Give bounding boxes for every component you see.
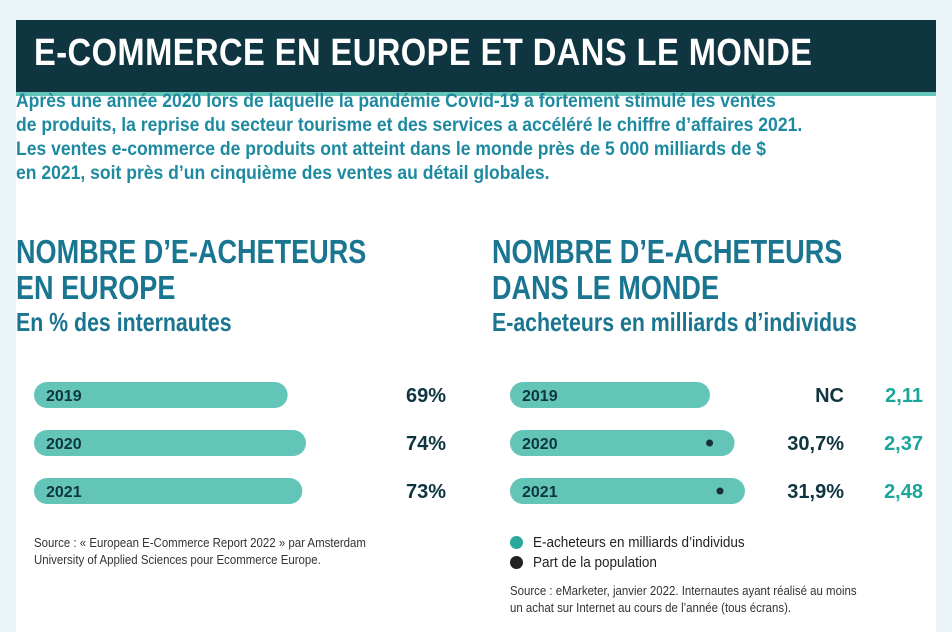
world-source: Source : eMarketer, janvier 2022. Intern… bbox=[510, 582, 857, 616]
population-share-label: NC bbox=[815, 385, 844, 407]
source-line: Source : eMarketer, janvier 2022. Intern… bbox=[510, 583, 857, 598]
legend-item: Part de la population bbox=[510, 552, 768, 572]
value-label: 74% bbox=[406, 433, 446, 455]
category-label: 2019 bbox=[522, 388, 558, 405]
legend-item: E-acheteurs en milliards d’individus bbox=[510, 532, 768, 552]
bar bbox=[510, 430, 735, 456]
europe-bar-chart: 2019 69% 2020 74% 2021 73% bbox=[34, 382, 446, 504]
bar bbox=[34, 430, 306, 456]
europe-section: NOMBRE D’E-ACHETEURS EN EUROPE En % des … bbox=[16, 234, 436, 338]
value-label: 73% bbox=[406, 481, 446, 503]
population-share-label: 30,7% bbox=[787, 433, 844, 455]
category-label: 2021 bbox=[46, 484, 82, 501]
world-section: NOMBRE D’E-ACHETEURS DANS LE MONDE E-ach… bbox=[492, 234, 912, 338]
intro-line: de produits, la reprise du secteur touri… bbox=[16, 114, 803, 136]
buyers-value-label: 2,48 bbox=[884, 481, 923, 503]
intro-line: Après une année 2020 lors de laquelle la… bbox=[16, 90, 776, 112]
category-label: 2020 bbox=[46, 436, 82, 453]
legend-label: E-acheteurs en milliards d’individus bbox=[533, 533, 745, 551]
europe-chart-title-line2: EN EUROPE bbox=[16, 269, 176, 306]
europe-chart-subtitle: En % des internautes bbox=[16, 307, 232, 337]
intro-paragraph: Après une année 2020 lors de laquelle la… bbox=[16, 89, 896, 185]
chart-legend: E-acheteurs en milliards d’individus Par… bbox=[510, 532, 768, 572]
europe-chart-title: NOMBRE D’E-ACHETEURS bbox=[16, 233, 367, 270]
page-title: E-COMMERCE EN EUROPE ET DANS LE MONDE bbox=[34, 32, 813, 74]
infographic-page: E-COMMERCE EN EUROPE ET DANS LE MONDE bbox=[16, 20, 936, 632]
source-line: Source : « European E-Commerce Report 20… bbox=[34, 535, 366, 550]
intro-line: Les ventes e-commerce de produits ont at… bbox=[16, 138, 767, 160]
source-line: un achat sur Internet au cours de l’anné… bbox=[510, 600, 792, 615]
world-chart-subtitle: E-acheteurs en milliards d’individus bbox=[492, 307, 857, 337]
buyers-value-label: 2,37 bbox=[884, 433, 923, 455]
world-chart-title-line2: DANS LE MONDE bbox=[492, 269, 720, 306]
buyers-value-label: 2,11 bbox=[885, 385, 923, 407]
value-label: 69% bbox=[406, 385, 446, 407]
world-bar-chart: 2019 NC 2,11 2020 30,7% 2,37 2021 31,9% 2,48 bbox=[510, 382, 923, 504]
population-share-marker bbox=[706, 439, 714, 447]
bar bbox=[510, 382, 710, 408]
europe-source: Source : « European E-Commerce Report 20… bbox=[34, 534, 366, 568]
legend-teal-dot-icon bbox=[510, 535, 523, 549]
bar bbox=[34, 478, 303, 504]
category-label: 2021 bbox=[522, 484, 558, 501]
population-share-label: 31,9% bbox=[787, 481, 844, 503]
bar bbox=[510, 478, 745, 504]
population-share-marker bbox=[716, 487, 724, 495]
world-chart-title: NOMBRE D’E-ACHETEURS bbox=[492, 233, 843, 270]
category-label: 2020 bbox=[522, 436, 558, 453]
category-label: 2019 bbox=[46, 388, 82, 405]
intro-line: en 2021, soit près d’un cinquième des ve… bbox=[16, 162, 550, 184]
title-bar: E-COMMERCE EN EUROPE ET DANS LE MONDE bbox=[16, 20, 936, 96]
legend-label: Part de la population bbox=[533, 553, 657, 571]
legend-black-dot-icon bbox=[510, 555, 523, 569]
bar bbox=[34, 382, 288, 408]
source-line: University of Applied Sciences pour Ecom… bbox=[34, 552, 321, 567]
